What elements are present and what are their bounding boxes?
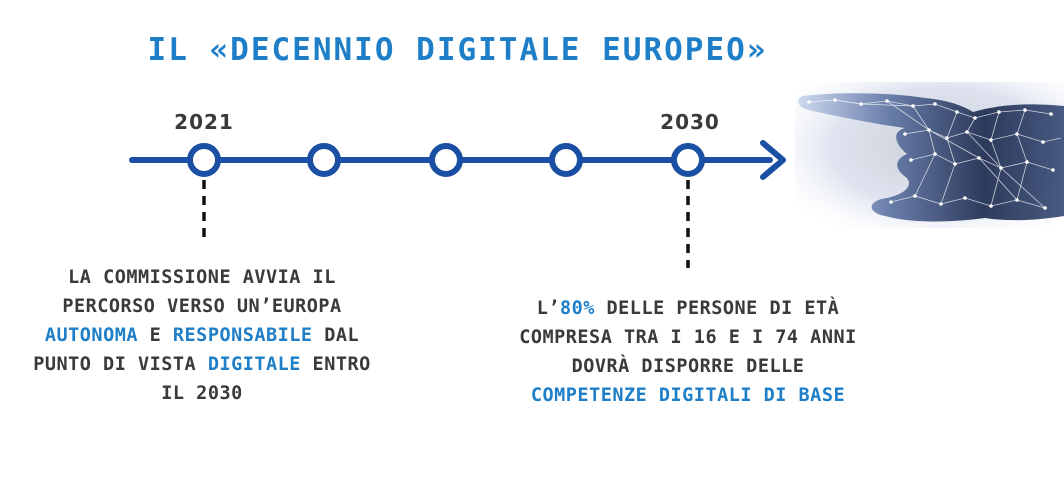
milestone-marker xyxy=(429,143,463,177)
digital-hand-illustration-icon xyxy=(795,82,1064,228)
milestone-2030-description: L’80% DELLE PERSONE DI ETÀ COMPRESA TRA … xyxy=(514,294,862,410)
milestone-marker xyxy=(307,143,341,177)
desc-text: ENTRO IL 2030 xyxy=(161,354,371,404)
highlight-competenze: COMPETENZE DIGITALI DI BASE xyxy=(530,385,846,406)
highlight-percentage: 80% xyxy=(559,298,595,319)
milestone-marker-2021 xyxy=(187,143,221,177)
timeline xyxy=(129,140,786,268)
desc-text: L’ xyxy=(536,298,560,319)
milestone-2021-description: LA COMMISSIONE AVVIA IL PERCORSO VERSO U… xyxy=(22,263,382,408)
highlight-responsabile: RESPONSABILE xyxy=(172,325,313,346)
year-label-2030: 2030 xyxy=(660,110,720,134)
milestone-marker xyxy=(549,143,583,177)
desc-text: DELLE PERSONE DI ETÀ COMPRESA TRA I 16 E… xyxy=(519,298,857,377)
highlight-autonoma: AUTONOMA xyxy=(44,325,138,346)
timeline-markers xyxy=(187,143,705,177)
timeline-arrowhead-icon xyxy=(760,140,786,180)
desc-text: DAL PUNTO DI VISTA xyxy=(33,325,360,375)
highlight-digitale: DIGITALE xyxy=(207,354,301,375)
milestone-marker-2030 xyxy=(671,143,705,177)
desc-text: LA COMMISSIONE AVVIA IL PERCORSO VERSO U… xyxy=(62,267,342,317)
year-label-2021: 2021 xyxy=(174,110,234,134)
page-title: IL «DECENNIO DIGITALE EUROPEO» xyxy=(147,32,768,68)
desc-text: E xyxy=(137,325,173,346)
